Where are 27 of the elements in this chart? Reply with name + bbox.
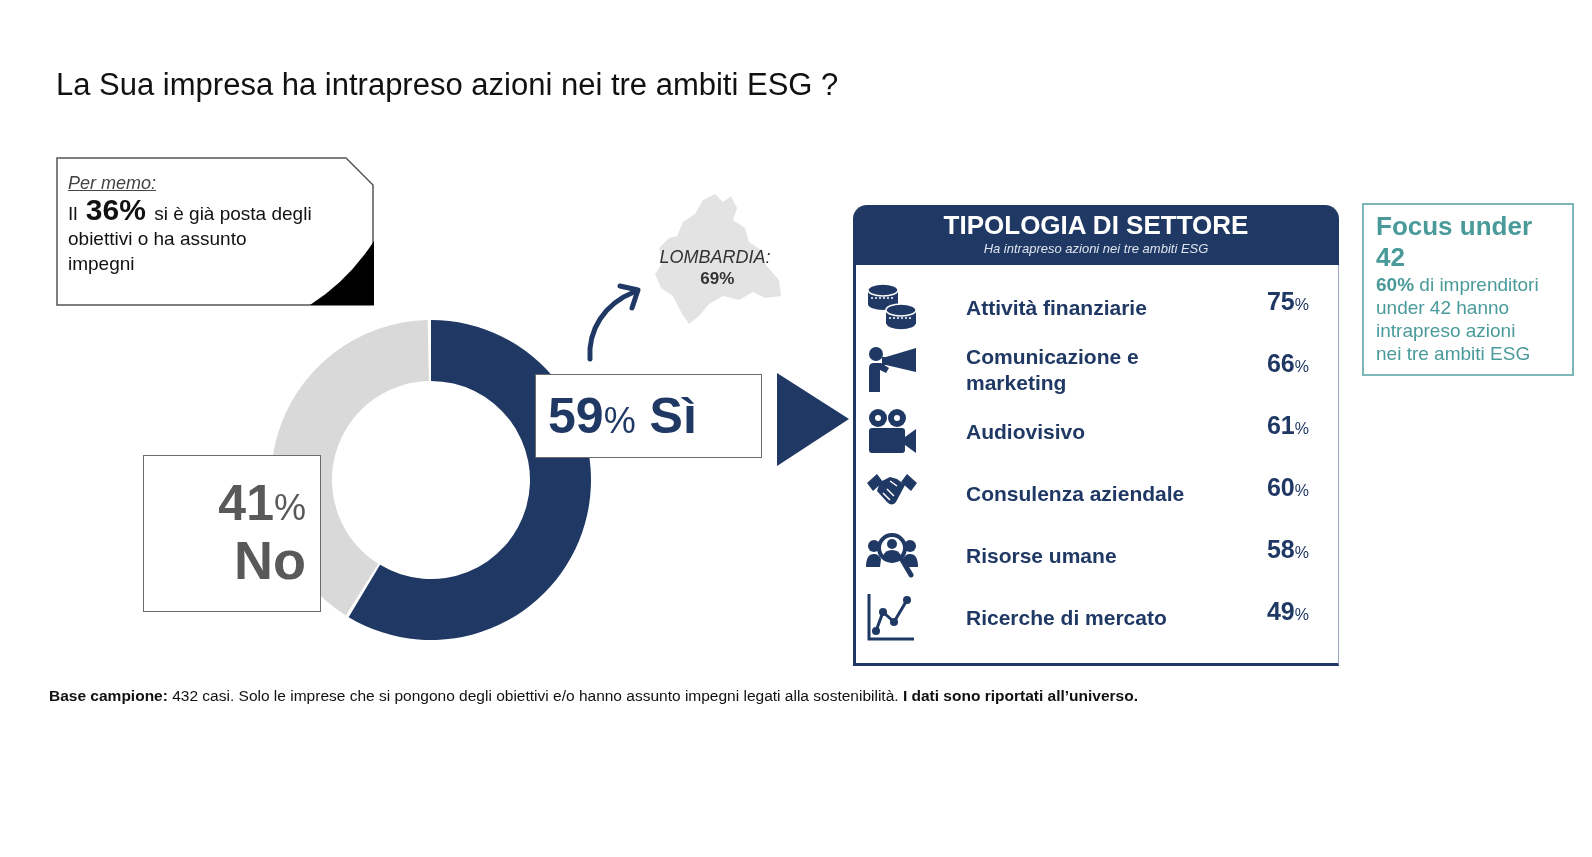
- category-label: Audiovisivo: [966, 419, 1086, 445]
- category-label: Risorse umane: [966, 543, 1117, 569]
- chart-title: La Sua impresa ha intrapreso azioni nei tre ambiti ESG ?: [56, 67, 839, 103]
- text: TIPOLOGIA DI SETTORE: [942, 210, 1250, 241]
- data-label: 66%: [1266, 348, 1309, 377]
- category-label: Attività finanziarie: [966, 295, 1147, 321]
- slice-label: No: [234, 530, 306, 591]
- data-label: 60%: [1266, 472, 1309, 501]
- category-label: Ricerche di mercato: [966, 605, 1167, 631]
- data-label: 61%: [1266, 410, 1309, 439]
- data-label: 75%: [1266, 286, 1309, 315]
- category-label: Consulenza aziendale: [966, 481, 1185, 507]
- text: Per memo:: [68, 173, 157, 194]
- data-label: 58%: [1266, 534, 1309, 563]
- text: Focus under 42: [1376, 211, 1533, 273]
- text: 432 casi. Solo le imprese che si pongono degli obiettivi e/o hanno assunto impegni legati alla sostenibilità.: [171, 687, 899, 704]
- category-label: Comunicazione e marketing: [966, 344, 1140, 396]
- text: Ha intrapreso azioni nei tre ambiti ESG: [982, 241, 1210, 257]
- text: LOMBARDIA: 69%: [658, 247, 772, 290]
- text: Base campione:: [49, 687, 168, 704]
- text: Il 36% si è già posta degli obiettivi o ha assunto impegni: [68, 193, 312, 274]
- data-label: 41%: [218, 475, 306, 532]
- legend-label: Sì: [648, 387, 697, 444]
- data-label: 59%: [548, 387, 636, 444]
- text: 60% di imprenditori under 42 hanno intrapreso azioni nei tre ambiti ESG: [1376, 274, 1539, 364]
- data-label: 49%: [1266, 596, 1309, 625]
- text: I dati sono riportati all’universo.: [901, 687, 1139, 704]
